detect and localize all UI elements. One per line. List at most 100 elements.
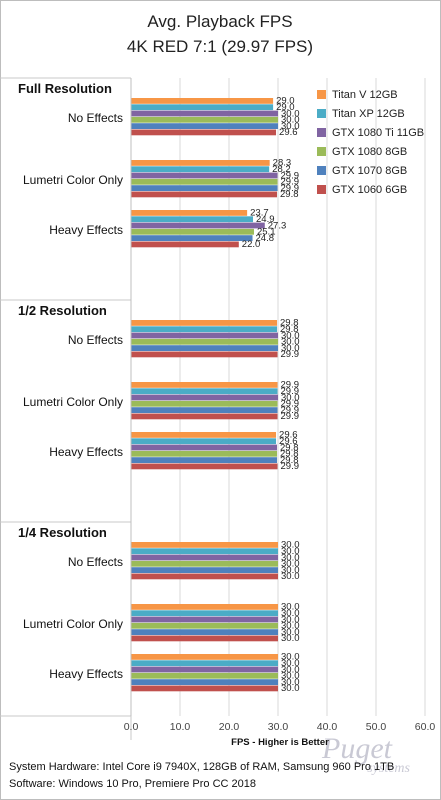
bar-1-2-resolution-lumetri-color-only-3	[131, 400, 278, 407]
data-label: 24.9	[256, 214, 275, 225]
data-label: 29.9	[281, 461, 300, 472]
data-label: 30.0	[281, 546, 300, 557]
bar-full-resolution-heavy-effects-5	[131, 241, 239, 248]
data-label: 30.0	[281, 633, 300, 644]
data-label: 30.0	[281, 658, 300, 669]
logo-word-puget: Puget	[321, 732, 393, 765]
data-label: 29.9	[281, 411, 300, 422]
data-label: 30.0	[281, 565, 300, 576]
bar-1-4-resolution-lumetri-color-only-2	[131, 616, 278, 623]
x-tick-label-4: 40.0	[317, 721, 338, 733]
x-tick-label-3: 30.0	[268, 721, 289, 733]
bar-1-2-resolution-lumetri-color-only-0	[131, 382, 278, 388]
legend-label-titan-v-12gb: Titan V 12GB	[332, 89, 398, 101]
data-label: 30.0	[281, 115, 300, 126]
bar-full-resolution-lumetri-color-only-0	[131, 160, 270, 166]
bar-1-4-resolution-lumetri-color-only-4	[131, 629, 278, 635]
data-label: 29.6	[279, 436, 298, 447]
data-label: 29.8	[280, 442, 299, 453]
data-label: 29.8	[280, 189, 299, 200]
data-label: 29.9	[281, 170, 300, 181]
legend-label-gtx-1080-8gb: GTX 1080 8GB	[332, 146, 407, 158]
data-label: 27.3	[268, 220, 287, 231]
data-label: 30.0	[281, 330, 300, 341]
bar-1-4-resolution-lumetri-color-only-3	[131, 622, 278, 629]
bar-1-2-resolution-no-effects-5	[131, 351, 278, 358]
x-tick-label-0: 0.0	[124, 721, 139, 733]
bar-1-4-resolution-lumetri-color-only-1	[131, 610, 278, 617]
legend-label-gtx-1060-6gb: GTX 1060 6GB	[332, 184, 407, 196]
bar-1-4-resolution-no-effects-4	[131, 567, 278, 573]
legend-swatch-1	[317, 109, 326, 118]
category-label-no-effects: No Effects	[68, 333, 123, 347]
bar-full-resolution-lumetri-color-only-5	[131, 191, 278, 198]
bar-1-2-resolution-heavy-effects-0	[131, 432, 277, 438]
legend-label-gtx-1070-8gb: GTX 1070 8GB	[332, 165, 407, 177]
data-label: 29.8	[280, 455, 299, 466]
x-tick-label-6: 60.0	[415, 721, 436, 733]
category-label-heavy-effects: Heavy Effects	[49, 667, 123, 681]
bar-full-resolution-no-effects-0	[131, 98, 274, 104]
bar-1-2-resolution-heavy-effects-4	[131, 457, 278, 463]
bar-full-resolution-heavy-effects-2	[131, 222, 265, 229]
bar-1-2-resolution-no-effects-4	[131, 345, 278, 351]
bar-full-resolution-no-effects-5	[131, 129, 277, 136]
data-label: 29.9	[281, 405, 300, 416]
x-tick-label-2: 20.0	[219, 721, 240, 733]
x-tick-label-1: 10.0	[170, 721, 191, 733]
data-label: 29.9	[281, 177, 300, 188]
bar-1-2-resolution-lumetri-color-only-1	[131, 388, 278, 395]
bar-full-resolution-no-effects-4	[131, 123, 278, 129]
legend-label-gtx-1080-ti-11gb: GTX 1080 Ti 11GB	[332, 127, 424, 139]
bar-1-2-resolution-heavy-effects-3	[131, 450, 278, 457]
group-panels: Full Resolution No Effects Lumetri Color O…	[0, 77, 132, 740]
data-label: 30.0	[281, 540, 300, 551]
bar-1-2-resolution-heavy-effects-1	[131, 438, 277, 445]
data-label: 22.0	[242, 239, 260, 250]
data-label: 30.0	[281, 621, 300, 632]
bar-1-4-resolution-heavy-effects-1	[131, 660, 278, 667]
data-label: 30.0	[281, 559, 300, 570]
x-axis: 0.0 10.0 20.0 30.0 40.0 50.0 60.0	[124, 78, 436, 733]
bar-1-4-resolution-no-effects-1	[131, 548, 278, 555]
data-label: 29.6	[279, 127, 298, 138]
bar-full-resolution-heavy-effects-1	[131, 216, 254, 223]
legend-swatch-2	[317, 128, 326, 137]
bar-1-4-resolution-lumetri-color-only-0	[131, 604, 278, 610]
data-label: 29.9	[281, 386, 300, 397]
data-label: 25.1	[257, 227, 276, 238]
data-label: 29.9	[281, 183, 300, 194]
bar-1-4-resolution-no-effects-2	[131, 554, 278, 561]
category-label-lumetri-color-only: Lumetri Color Only	[23, 173, 123, 187]
data-label: 30.0	[281, 343, 300, 354]
data-label: 29.8	[280, 449, 299, 460]
bar-full-resolution-no-effects-3	[131, 116, 278, 123]
bar-1-4-resolution-no-effects-0	[131, 542, 278, 548]
data-label: 30.0	[281, 571, 300, 582]
bar-1-4-resolution-no-effects-5	[131, 573, 278, 580]
category-label-heavy-effects: Heavy Effects	[49, 223, 123, 237]
bar-1-4-resolution-heavy-effects-5	[131, 685, 278, 692]
bar-1-2-resolution-no-effects-1	[131, 326, 278, 333]
data-label: 29.6	[279, 430, 298, 441]
legend-swatch-5	[317, 185, 326, 194]
legend-swatch-0	[317, 90, 326, 99]
data-label: 30.0	[281, 602, 300, 613]
group-title-1-2-resolution: 1/2 Resolution	[18, 303, 107, 318]
bar-1-2-resolution-lumetri-color-only-2	[131, 394, 278, 401]
data-label: 30.0	[281, 337, 300, 348]
bar-1-4-resolution-heavy-effects-2	[131, 666, 278, 673]
bar-1-4-resolution-heavy-effects-0	[131, 654, 278, 660]
data-label: 29.0	[276, 96, 295, 107]
bar-1-4-resolution-lumetri-color-only-5	[131, 635, 278, 642]
bar-1-4-resolution-no-effects-3	[131, 560, 278, 567]
data-label: 23.7	[250, 208, 269, 219]
x-axis-label: FPS - Higher is Better	[231, 737, 329, 748]
chart-subtitle: 4K RED 7:1 (29.97 FPS)	[127, 37, 313, 56]
bar-1-2-resolution-no-effects-2	[131, 332, 278, 339]
data-label: 30.0	[281, 552, 300, 563]
legend: Titan V 12GB Titan XP 12GB GTX 1080 Ti 11G…	[317, 89, 424, 196]
watermark-logo: Puget systems	[321, 732, 411, 776]
bar-full-resolution-lumetri-color-only-2	[131, 172, 278, 179]
